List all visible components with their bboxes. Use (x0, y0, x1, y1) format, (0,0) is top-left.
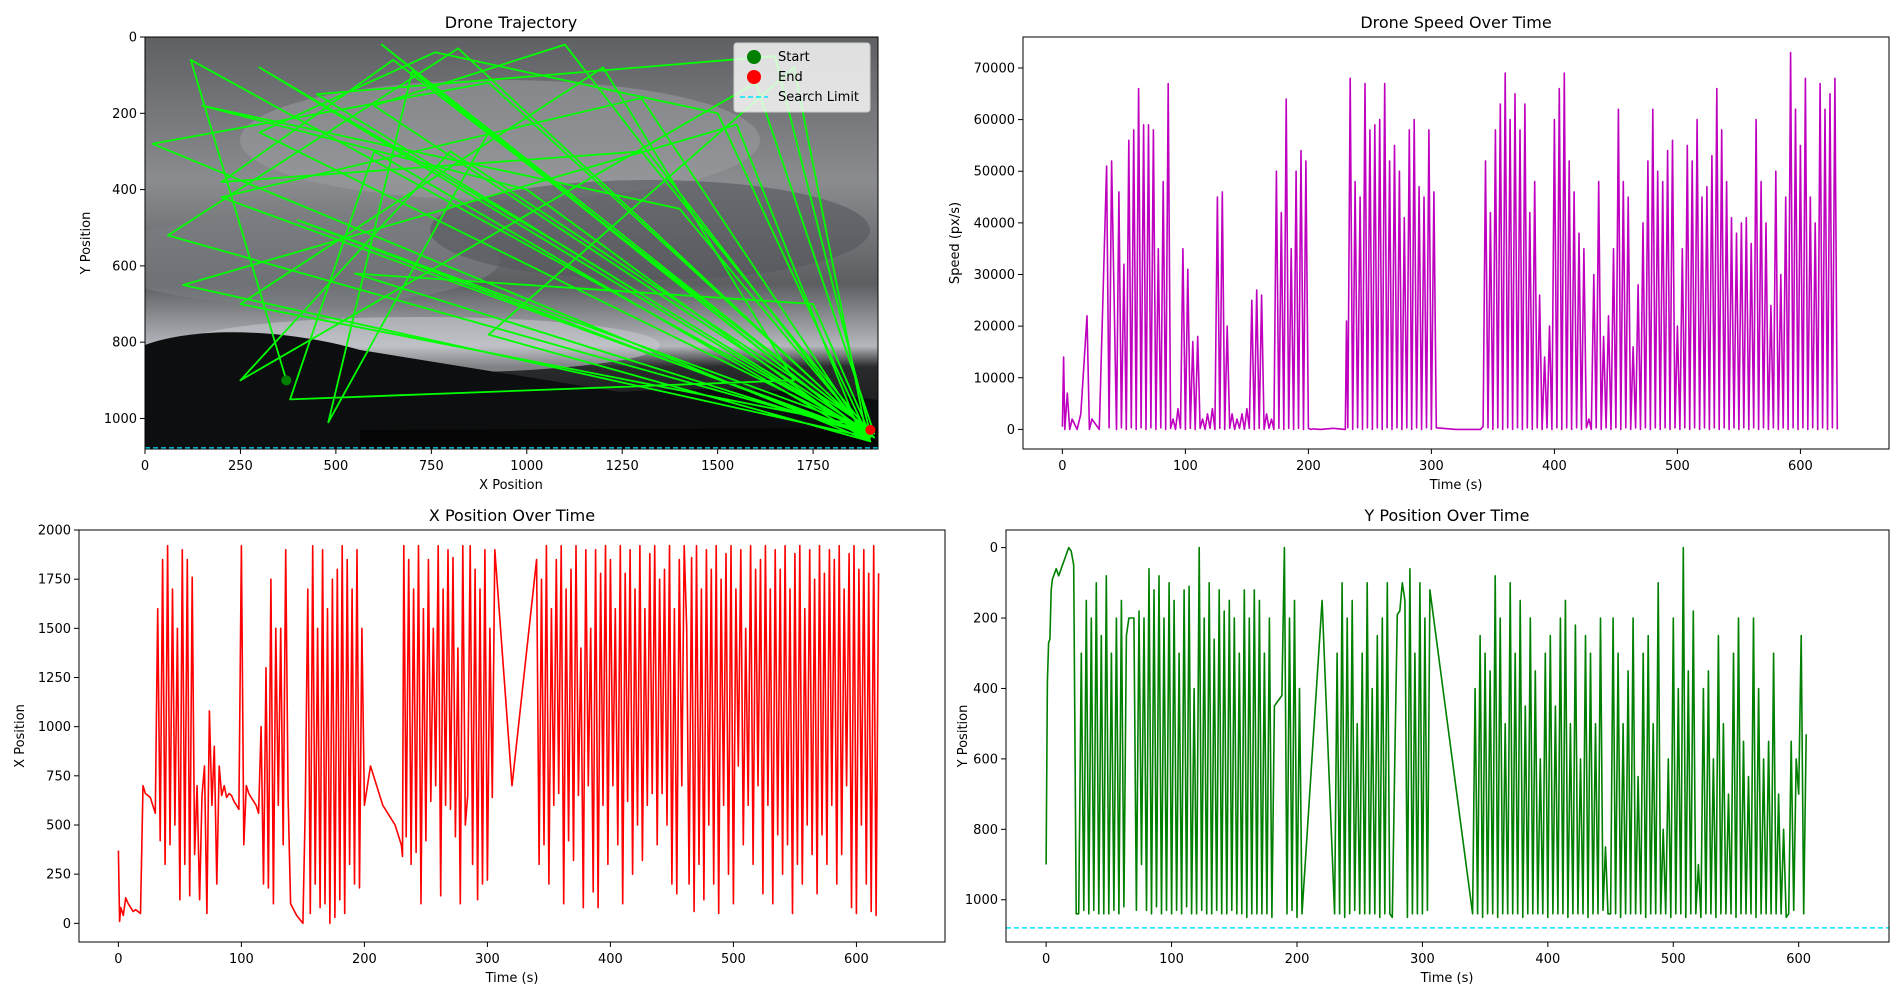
xpos-lines (117, 544, 880, 925)
ypos-ytick-label: 800 (973, 823, 998, 838)
xpos-frame (78, 529, 946, 943)
trajectory-xtick-label: 1750 (797, 459, 830, 474)
trajectory-ytick-label: 800 (112, 336, 137, 351)
speed-ytick-label: 50000 (974, 165, 1015, 180)
xpos-xlabel: Time (s) (485, 971, 539, 986)
speed-panel: 0 100 200 300 400 500 600 0 10000 20000 30000 40000… (948, 13, 1890, 493)
trajectory-ytick-label: 600 (112, 259, 137, 274)
xpos-panel: 0 100 200 300 400 500 600 0 250 500 750 1000 1250 150… (13, 506, 946, 986)
trajectory-xtick-label: 0 (141, 459, 149, 474)
xpos-ytick-label: 1500 (38, 622, 71, 637)
trajectory-path (151, 43, 876, 443)
ypos-xtick-label: 500 (1661, 952, 1686, 967)
speed-ytick-label: 30000 (974, 268, 1015, 283)
trajectory-frame (144, 36, 879, 450)
trajectory-ytick-label: 0 (129, 31, 137, 46)
trajectory-ylabel: Y Position (79, 212, 94, 276)
legend-search-limit-label: Search Limit (778, 90, 859, 105)
trajectory-xtick-label: 1250 (606, 459, 639, 474)
xpos-title: X Position Over Time (429, 506, 595, 525)
legend-start-marker (747, 50, 761, 64)
ypos-ylabel: Y Position (956, 705, 971, 769)
end-marker (865, 424, 876, 435)
speed-ytick-label: 0 (1007, 423, 1015, 438)
ypos-ytick-label: 0 (990, 541, 998, 556)
speed-ytick-label: 70000 (974, 61, 1015, 76)
trajectory-legend: Start End Search Limit (733, 42, 871, 113)
xpos-xtick-label: 400 (598, 952, 623, 967)
xpos-ytick-label: 2000 (38, 524, 71, 539)
xpos-xtick-label: 200 (352, 952, 377, 967)
speed-ytick-label: 60000 (974, 113, 1015, 128)
trajectory-ytick-label: 200 (112, 107, 137, 122)
trajectory-panel: 0 250 500 750 1000 1250 1500 1750 0 200 400 600 800 1… (79, 13, 879, 493)
trajectory-xlabel: X Position (479, 478, 543, 493)
speed-xtick-label: 100 (1173, 459, 1198, 474)
speed-title: Drone Speed Over Time (1360, 13, 1551, 32)
speed-xtick-label: 600 (1788, 459, 1813, 474)
ypos-ytick-label: 400 (973, 682, 998, 697)
xpos-ytick-label: 500 (46, 818, 71, 833)
xpos-xtick-label: 300 (475, 952, 500, 967)
legend-end-label: End (778, 70, 803, 85)
speed-ytick-label: 20000 (974, 320, 1015, 335)
trajectory-xtick-label: 750 (419, 459, 444, 474)
ypos-axes: 0 100 200 300 400 500 600 0 200 400 600 800 1000 (965, 541, 1811, 967)
speed-xtick-label: 500 (1665, 459, 1690, 474)
ypos-lines (1006, 546, 1889, 929)
trajectory-xtick-label: 1000 (510, 459, 543, 474)
trajectory-lines (145, 43, 878, 449)
ypos-xtick-label: 600 (1786, 952, 1811, 967)
speed-xtick-label: 300 (1419, 459, 1444, 474)
xpos-ytick-label: 0 (63, 917, 71, 932)
xpos-ytick-label: 1750 (38, 573, 71, 588)
speed-lines (1061, 51, 1839, 431)
trajectory-xtick-label: 250 (228, 459, 253, 474)
ypos-xtick-label: 100 (1159, 952, 1184, 967)
xpos-axes: 0 100 200 300 400 500 600 0 250 500 750 1000 1250 150… (38, 524, 869, 968)
ypos-frame (1005, 529, 1890, 943)
speed-ytick-label: 10000 (974, 371, 1015, 386)
xpos-ylabel: X Position (13, 704, 28, 768)
ypos-xtick-label: 0 (1042, 952, 1050, 967)
xpos-xtick-label: 0 (114, 952, 122, 967)
ypos-series-line (1045, 546, 1807, 919)
trajectory-xtick-label: 1500 (701, 459, 734, 474)
speed-xtick-label: 400 (1542, 459, 1567, 474)
ypos-xtick-label: 200 (1285, 952, 1310, 967)
xpos-xtick-label: 500 (721, 952, 746, 967)
speed-frame (1022, 36, 1890, 450)
ypos-xtick-label: 400 (1535, 952, 1560, 967)
trajectory-title: Drone Trajectory (445, 13, 577, 32)
speed-ytick-label: 40000 (974, 216, 1015, 231)
speed-xtick-label: 0 (1058, 459, 1066, 474)
trajectory-ytick-label: 1000 (104, 412, 137, 427)
speed-xtick-label: 200 (1296, 459, 1321, 474)
speed-xlabel: Time (s) (1429, 478, 1483, 493)
legend-start-label: Start (778, 50, 810, 65)
trajectory-axes: 0 250 500 750 1000 1250 1500 1750 0 200 400 600 800 1… (104, 31, 830, 475)
speed-ylabel: Speed (px/s) (948, 202, 963, 284)
ypos-title: Y Position Over Time (1364, 506, 1530, 525)
ypos-ytick-label: 1000 (965, 893, 998, 908)
ypos-ytick-label: 200 (973, 612, 998, 627)
ypos-xtick-label: 300 (1410, 952, 1435, 967)
legend-end-marker (747, 70, 761, 84)
xpos-series-line (117, 544, 880, 925)
ypos-ytick-label: 600 (973, 752, 998, 767)
xpos-ytick-label: 1000 (38, 720, 71, 735)
start-marker (281, 375, 292, 386)
speed-series-line (1061, 51, 1839, 431)
trajectory-xtick-label: 500 (323, 459, 348, 474)
xpos-ytick-label: 750 (46, 769, 71, 784)
xpos-xtick-label: 100 (229, 952, 254, 967)
trajectory-ytick-label: 400 (112, 183, 137, 198)
xpos-ytick-label: 250 (46, 868, 71, 883)
ypos-xlabel: Time (s) (1420, 971, 1474, 986)
xpos-ytick-label: 1250 (38, 671, 71, 686)
xpos-xtick-label: 600 (844, 952, 869, 967)
ypos-panel: 0 100 200 300 400 500 600 0 200 400 600 800 1000 Y P… (956, 506, 1890, 986)
speed-axes: 0 100 200 300 400 500 600 0 10000 20000 30000 40000… (974, 61, 1813, 474)
